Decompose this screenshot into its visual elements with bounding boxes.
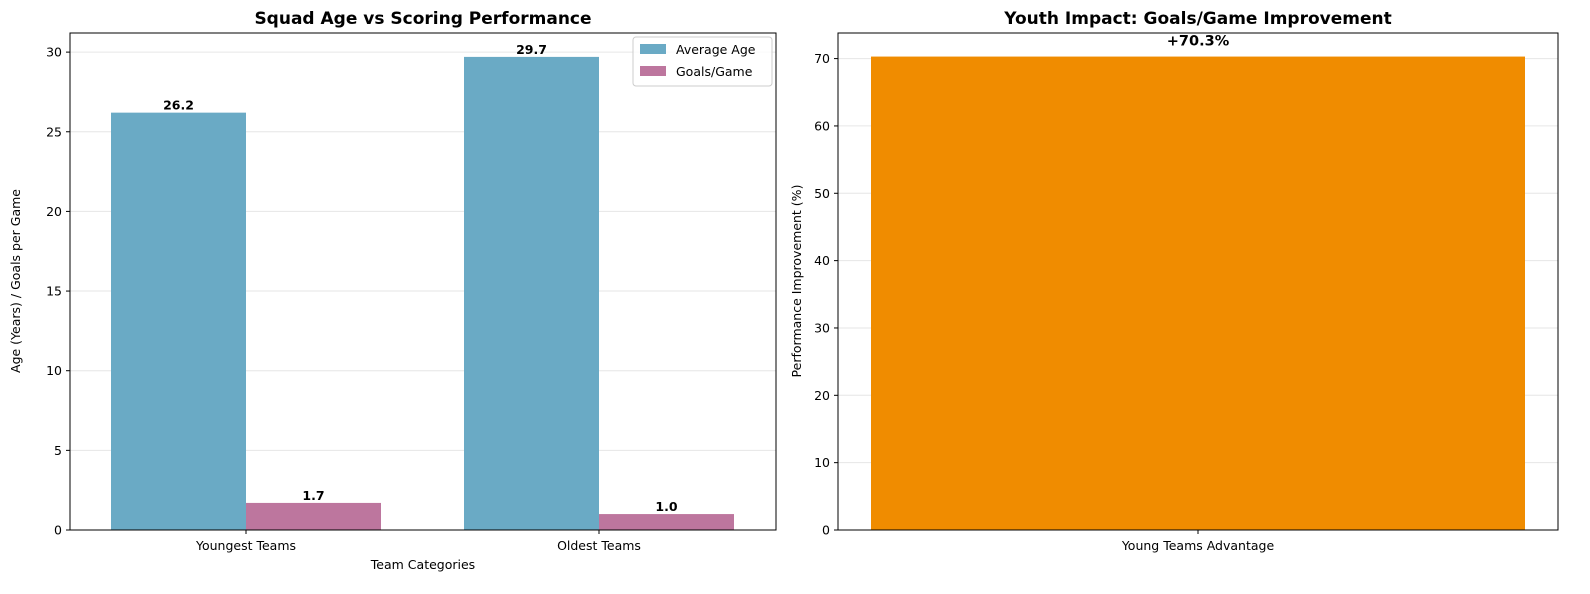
y-tick-label: 25	[46, 124, 62, 139]
chart-2-y-axis-label: Performance Improvement (%)	[789, 185, 804, 378]
chart-2-x-ticks: Young Teams Advantage	[1121, 530, 1275, 553]
chart-1-y-axis-label: Age (Years) / Goals per Game	[8, 189, 23, 373]
y-tick-label: 15	[46, 284, 62, 299]
y-tick-label: 60	[814, 118, 830, 133]
chart-2-bars	[871, 56, 1525, 530]
y-tick-label: 20	[46, 204, 62, 219]
y-tick-label: 5	[54, 443, 62, 458]
y-tick-label: 30	[814, 320, 830, 335]
chart-2-y-ticks: 0 10 20 30 40 50 60 70	[814, 51, 838, 538]
chart-1-y-ticks: 0 5 10 15 20 25 30	[46, 45, 70, 538]
y-tick-label: 70	[814, 51, 830, 66]
y-tick-label: 30	[46, 45, 62, 60]
data-label-average-age-youngest-teams: 26.2	[163, 98, 194, 113]
bar-goals-game-oldest-teams	[599, 514, 734, 530]
y-tick-label: 10	[46, 363, 62, 378]
chart-1-plot-frame	[69, 32, 777, 531]
x-tick-label-youngest-teams: Youngest Teams	[195, 538, 296, 553]
data-label-goals-game-oldest-teams: 1.0	[655, 499, 677, 514]
y-tick-label: 0	[822, 523, 830, 538]
chart-2-title: Youth Impact: Goals/Game Improvement	[1003, 9, 1391, 29]
y-tick-label: 20	[814, 388, 830, 403]
chart-1: 26.2 1.7 29.7 1.0 0 5 10 15 20 25 30 Youngest Tea…	[8, 9, 777, 572]
y-tick-label: 0	[54, 523, 62, 538]
data-label-young-teams-advantage: +70.3%	[1167, 34, 1230, 50]
data-label-average-age-oldest-teams: 29.7	[516, 42, 547, 57]
legend-label-average-age: Average Age	[676, 42, 756, 57]
chart-1-x-axis-label: Team Categories	[370, 557, 475, 572]
legend-frame	[632, 36, 773, 87]
y-tick-label: 10	[814, 455, 830, 470]
chart-2: +70.3% 0 10 20 30 40 50 60 70 Young Teams Advan…	[789, 9, 1559, 553]
chart-1-bars	[111, 56, 734, 531]
bar-goals-game-youngest-teams	[246, 502, 381, 530]
legend-swatch-average-age	[640, 44, 666, 54]
chart-1-title: Squad Age vs Scoring Performance	[254, 9, 591, 29]
chart-1-data-labels: 26.2 1.7 29.7 1.0	[163, 42, 678, 514]
y-tick-label: 50	[814, 186, 830, 201]
legend-label-goals-per-game: Goals/Game	[676, 64, 753, 79]
x-tick-label-young-teams-advantage: Young Teams Advantage	[1121, 538, 1275, 553]
chart-2-data-labels: +70.3%	[1167, 34, 1230, 50]
chart-1-legend: Average Age Goals/Game	[632, 36, 773, 87]
legend-swatch-goals-per-game	[640, 66, 666, 76]
data-label-goals-game-youngest-teams: 1.7	[302, 488, 324, 503]
bar-average-age-oldest-teams	[464, 56, 599, 531]
y-tick-label: 40	[814, 253, 830, 268]
x-tick-label-oldest-teams: Oldest Teams	[557, 538, 641, 553]
bar-average-age-youngest-teams	[111, 112, 246, 531]
bar-young-teams-advantage	[871, 56, 1525, 530]
chart-1-x-ticks: Youngest Teams Oldest Teams	[195, 530, 641, 553]
